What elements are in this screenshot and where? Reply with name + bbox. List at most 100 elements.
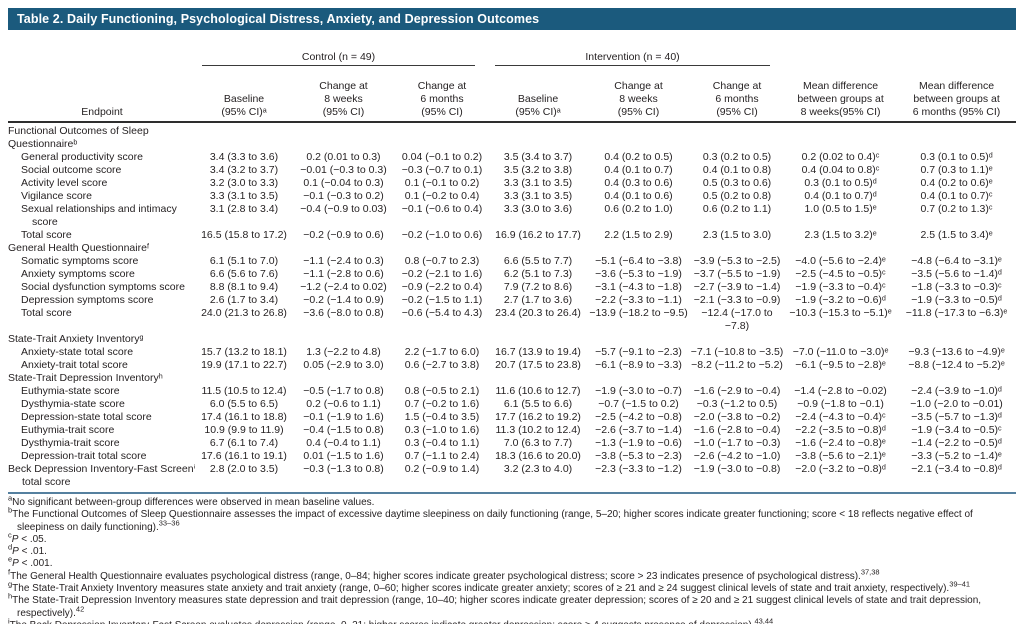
value-cell: −0.2 (−0.9 to 0.6): [303, 229, 384, 241]
value-cell: 0.7 (−0.2 to 1.6): [404, 398, 480, 410]
value-cell: [395, 122, 489, 151]
value-cell: 3.2 (2.3 to 4.0): [503, 463, 573, 475]
value-cell: −0.2 (−1.4 to 0.9): [303, 294, 384, 306]
value-cell: 3.3 (3.1 to 3.5): [209, 190, 279, 202]
value-cell: −0.9 (−2.2 to 0.4): [401, 281, 483, 293]
value-cell: 2.8 (2.0 to 3.5): [209, 463, 279, 475]
value-cell: 3.4 (3.2 to 3.7): [209, 164, 279, 176]
value-cell: −1.1 (−2.8 to 0.6): [303, 268, 384, 280]
value-cell: 0.7 (0.2 to 1.3)ᶜ: [920, 203, 993, 215]
data-row: Euthymia-trait score 10.9 (9.9 to 11.9) −0…: [8, 424, 1016, 437]
value-cell: 6.1 (5.5 to 6.6): [503, 398, 573, 410]
value-cell: 11.6 (10.6 to 12.7): [495, 385, 581, 397]
endpoint-label: Depression-trait total score: [21, 450, 147, 462]
column-header-row: Endpoint Baseline (95% CI)ᵃ Change at 8 …: [8, 79, 1017, 123]
column-header-endpoint: Endpoint: [8, 79, 196, 123]
value-cell: −1.4 (−2.2 to −0.5)ᵈ: [911, 437, 1002, 449]
value-cell: 18.3 (16.6 to 20.0): [495, 450, 581, 462]
data-row: Anxiety symptoms score 6.6 (5.6 to 7.6) −1…: [8, 268, 1016, 281]
value-cell: 6.6 (5.5 to 7.7): [503, 255, 573, 267]
column-header-mean-difference-6-months: Mean difference between groups at 6 mont…: [897, 79, 1017, 123]
value-cell: −2.2 (−3.5 to −0.8)ᵈ: [795, 424, 886, 436]
endpoint-label: Activity level score: [21, 177, 108, 189]
value-cell: −0.6 (−5.4 to 4.3): [401, 307, 483, 319]
value-cell: 3.5 (3.2 to 3.8): [503, 164, 573, 176]
value-cell: 3.3 (3.1 to 3.5): [503, 177, 573, 189]
value-cell: 0.5 (0.3 to 0.6): [702, 177, 772, 189]
value-cell: 16.7 (13.9 to 19.4): [495, 346, 581, 358]
value-cell: 11.3 (10.2 to 12.4): [495, 424, 581, 436]
value-cell: 3.3 (3.1 to 3.5): [503, 190, 573, 202]
value-cell: [395, 333, 489, 346]
value-cell: 20.7 (17.5 to 23.8): [495, 359, 581, 371]
value-cell: 6.2 (5.1 to 7.3): [503, 268, 573, 280]
value-cell: 2.7 (1.7 to 3.6): [503, 294, 573, 306]
value-cell: [395, 372, 489, 385]
value-cell: −7.1 (−10.8 to −3.5): [690, 346, 784, 358]
value-cell: 0.7 (0.3 to 1.1)ᵉ: [920, 164, 993, 176]
value-cell: 1.3 (−2.2 to 4.8): [306, 346, 381, 358]
value-cell: −0.2 (−1.5 to 1.1): [401, 294, 483, 306]
value-cell: [690, 372, 784, 385]
endpoint-label: Dysthymia-state score: [21, 398, 125, 410]
value-cell: −2.0 (−3.2 to −0.8)ᵈ: [795, 463, 886, 475]
value-cell: [489, 242, 587, 255]
value-cell: 0.3 (−0.4 to 1.1): [404, 437, 480, 449]
value-cell: −1.9 (−3.4 to −0.5)ᶜ: [911, 424, 1002, 436]
value-cell: −2.1 (−3.4 to −0.8)ᵈ: [911, 463, 1002, 475]
footnote: hThe State-Trait Depression Inventory me…: [8, 592, 982, 619]
value-cell: [587, 122, 690, 151]
value-cell: −1.9 (−3.3 to −0.5)ᵈ: [911, 294, 1002, 306]
value-cell: [690, 242, 784, 255]
endpoint-label: Euthymia-trait score: [21, 424, 115, 436]
value-cell: [897, 372, 1016, 385]
value-cell: [489, 122, 587, 151]
value-cell: 0.5 (0.2 to 0.8): [702, 190, 772, 202]
value-cell: −7.0 (−11.0 to −3.0)ᵉ: [792, 346, 889, 358]
value-cell: 15.7 (13.2 to 18.1): [201, 346, 287, 358]
value-cell: 6.0 (5.5 to 6.5): [209, 398, 279, 410]
value-cell: −5.1 (−6.4 to −3.8): [595, 255, 682, 267]
value-cell: 3.3 (3.0 to 3.6): [503, 203, 573, 215]
endpoint-label: Functional Outcomes of Sleep Questionnai…: [8, 125, 149, 150]
value-cell: −3.1 (−4.3 to −1.8): [595, 281, 682, 293]
value-cell: −3.3 (−5.2 to −1.4)ᵉ: [911, 450, 1002, 462]
data-row: Activity level score 3.2 (3.0 to 3.3) 0.1 …: [8, 177, 1016, 190]
value-cell: −2.5 (−4.2 to −0.8): [595, 411, 682, 423]
value-cell: −9.3 (−13.6 to −4.9)ᵉ: [908, 346, 1005, 358]
value-cell: −2.4 (−3.9 to −1.0)ᵈ: [911, 385, 1002, 397]
column-header-intervention-change-6-months: Change at 6 months (95% CI): [690, 79, 785, 123]
value-cell: 0.1 (−0.04 to 0.3): [303, 177, 384, 189]
value-cell: 0.1 (−0.2 to 0.4): [404, 190, 480, 202]
footnote: gThe State-Trait Anxiety Inventory measu…: [8, 579, 971, 595]
value-cell: −3.7 (−5.5 to −1.9): [693, 268, 781, 280]
value-cell: −3.8 (−5.6 to −2.1)ᵉ: [795, 450, 886, 462]
value-cell: 6.6 (5.6 to 7.6): [209, 268, 279, 280]
group-header-spacer: [8, 35, 196, 79]
endpoint-label: Euthymia-state score: [21, 385, 120, 397]
value-cell: −12.4 (−17.0 to −7.8): [701, 307, 773, 332]
endpoint-label: Anxiety-trait total score: [21, 359, 128, 371]
column-header-control-change-6-months: Change at 6 months (95% CI): [395, 79, 490, 123]
footnote: iThe Beck Depression Inventory-Fast Scre…: [8, 616, 774, 624]
value-cell: [587, 242, 690, 255]
value-cell: −2.2 (−3.3 to −1.1): [595, 294, 682, 306]
value-cell: [395, 242, 489, 255]
section-row: Functional Outcomes of Sleep Questionnai…: [8, 122, 1016, 151]
value-cell: −1.6 (−2.9 to −0.4): [693, 385, 781, 397]
data-row: Dysthymia-trait score 6.7 (6.1 to 7.4) 0.4…: [8, 437, 1016, 450]
value-cell: 2.3 (1.5 to 3.2)ᵉ: [804, 229, 877, 241]
value-cell: [196, 242, 292, 255]
value-cell: −1.2 (−2.4 to 0.02): [300, 281, 387, 293]
value-cell: 0.1 (−0.1 to 0.2): [404, 177, 480, 189]
endpoint-label: Depression-state total score: [21, 411, 152, 423]
value-cell: −0.1 (−0.6 to 0.4): [401, 203, 483, 215]
value-cell: 17.4 (16.1 to 18.8): [201, 411, 287, 423]
value-cell: 0.4 (0.2 to 0.6)ᵉ: [920, 177, 993, 189]
value-cell: 0.7 (−1.1 to 2.4): [404, 450, 480, 462]
value-cell: 0.4 (0.3 to 0.6): [604, 177, 673, 189]
value-cell: [784, 242, 897, 255]
column-group-intervention-cell: Intervention (n = 40): [489, 35, 784, 79]
value-cell: 0.3 (0.2 to 0.5): [702, 151, 772, 163]
value-cell: −6.1 (−9.5 to −2.8)ᵉ: [795, 359, 886, 371]
